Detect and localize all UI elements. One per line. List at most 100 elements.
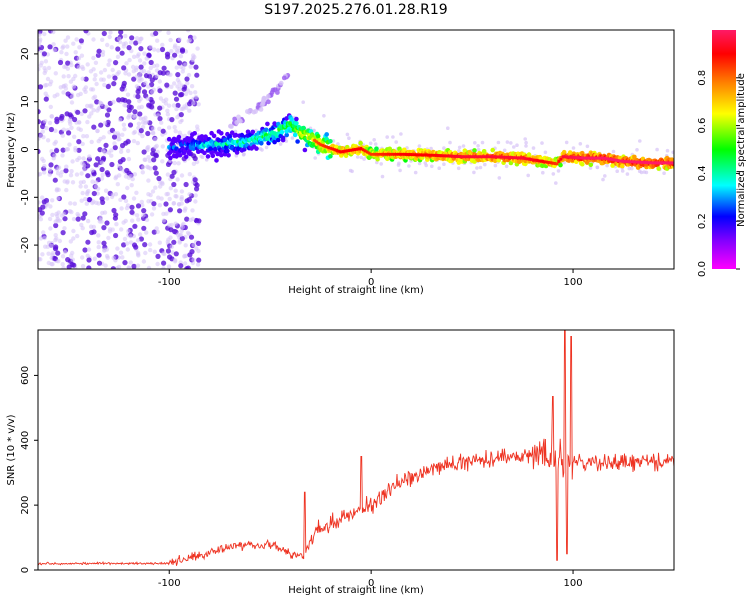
noise-point — [137, 76, 143, 81]
noise-point — [196, 257, 202, 263]
noise-point — [153, 137, 158, 142]
colorbar-tick-label: 0.6 — [697, 118, 708, 134]
noise-point — [177, 80, 182, 85]
ridge-point — [656, 166, 661, 171]
noise-point — [143, 250, 148, 256]
noise-point — [38, 109, 41, 115]
noise-point — [123, 218, 128, 224]
noise-point — [146, 70, 151, 75]
spectrogram-x-label: Height of straight line (km) — [288, 285, 424, 296]
noise-point — [153, 170, 159, 176]
noise-point — [84, 201, 90, 206]
noise-point — [134, 84, 140, 89]
y-tick-label: 600 — [20, 366, 31, 385]
noise-point — [55, 167, 60, 172]
noise-point — [53, 233, 58, 238]
halo-point — [595, 165, 600, 169]
noise-point — [123, 198, 129, 204]
noise-point — [124, 241, 130, 246]
ridge-point — [211, 133, 217, 139]
ridge-point — [202, 150, 207, 156]
ridge-point — [233, 132, 239, 138]
noise-point — [112, 75, 118, 81]
noise-point — [60, 133, 65, 138]
ridge-point — [219, 131, 224, 136]
ridge-point — [226, 153, 231, 158]
noise-point — [140, 170, 145, 175]
ridge-point — [374, 146, 379, 151]
ridge-point — [292, 132, 298, 138]
noise-point — [131, 76, 137, 82]
noise-point — [174, 65, 179, 70]
noise-point — [191, 101, 196, 106]
noise-point — [120, 132, 125, 137]
noise-point — [83, 184, 89, 189]
noise-point — [150, 130, 156, 135]
noise-point — [73, 50, 78, 55]
noise-point — [196, 218, 202, 224]
halo-point — [322, 114, 326, 118]
noise-point — [135, 238, 141, 243]
noise-point — [57, 59, 64, 66]
halo-point — [588, 166, 593, 170]
noise-point — [43, 68, 48, 73]
noise-point — [108, 30, 113, 35]
ridge-point — [280, 135, 286, 141]
noise-point — [122, 236, 128, 242]
noise-point — [52, 177, 58, 183]
noise-point — [179, 83, 184, 88]
noise-point — [155, 63, 160, 68]
noise-point — [96, 252, 102, 258]
noise-point — [104, 112, 111, 118]
noise-point — [53, 219, 58, 224]
noise-point — [55, 250, 61, 256]
noise-point — [38, 200, 41, 205]
noise-point — [187, 172, 192, 177]
noise-point — [99, 196, 105, 202]
noise-point — [91, 95, 96, 101]
noise-point — [133, 40, 139, 46]
noise-point — [121, 242, 127, 248]
noise-point — [93, 180, 99, 185]
noise-point — [74, 172, 80, 177]
noise-point — [53, 71, 58, 76]
noise-point — [141, 69, 147, 74]
noise-point — [59, 213, 65, 218]
noise-point — [126, 265, 131, 269]
noise-point — [186, 197, 192, 203]
noise-point — [160, 159, 165, 164]
noise-point — [151, 126, 156, 131]
noise-point — [38, 172, 41, 177]
noise-point — [142, 157, 147, 162]
noise-point — [39, 210, 45, 216]
noise-point — [119, 86, 125, 92]
ridge-point — [526, 152, 532, 157]
halo-point — [639, 170, 644, 175]
noise-point — [173, 221, 178, 226]
noise-point — [118, 149, 124, 154]
ridge-point — [328, 139, 333, 144]
noise-point — [38, 257, 43, 262]
noise-point — [82, 247, 88, 253]
noise-point — [171, 103, 177, 108]
noise-point — [195, 46, 200, 51]
halo-point — [473, 141, 477, 145]
noise-point — [147, 158, 152, 163]
ridge-point — [199, 134, 205, 139]
noise-point — [93, 73, 98, 78]
ridge-point — [295, 139, 300, 144]
noise-point — [166, 103, 172, 108]
noise-point — [107, 58, 112, 63]
noise-point — [184, 253, 189, 258]
noise-point — [187, 192, 192, 197]
halo-point — [254, 128, 258, 133]
noise-point — [41, 51, 48, 57]
noise-point — [183, 62, 188, 67]
noise-point — [142, 242, 148, 248]
noise-point — [119, 167, 124, 172]
halo-point — [260, 148, 264, 152]
y-tick-label: 400 — [20, 431, 31, 450]
halo-point — [504, 164, 509, 169]
noise-point — [44, 125, 49, 131]
halo-point — [429, 146, 433, 151]
